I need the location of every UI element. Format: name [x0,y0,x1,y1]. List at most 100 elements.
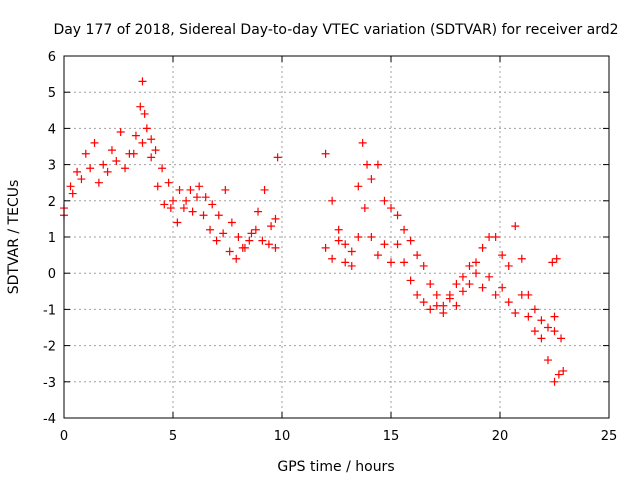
data-point [107,146,116,155]
data-point [234,233,243,241]
y-tick-label: -1 [43,303,56,318]
data-point [426,305,435,314]
data-point [264,240,273,249]
data-point [358,138,367,147]
data-point [219,229,228,238]
x-tick-label: 15 [383,429,400,444]
data-point [212,236,221,245]
y-tick-label: 2 [48,195,56,210]
data-point [354,182,363,191]
data-point [182,196,191,205]
x-tick-label: 5 [169,429,177,444]
data-point [77,175,86,184]
data-point [537,334,546,343]
data-point [524,312,533,321]
data-point [504,298,513,307]
data-point [142,124,151,133]
data-point [131,131,140,140]
data-point [121,164,130,173]
data-point [245,236,254,245]
data-point [472,269,481,278]
data-point [164,178,173,187]
data-point [116,128,125,137]
data-point [393,211,402,220]
data-point [273,153,282,162]
data-point [491,290,500,299]
data-point [367,175,376,184]
y-tick-label: -2 [43,340,56,355]
y-tick-label: 0 [48,267,56,282]
x-tick-label: 0 [60,429,68,444]
x-axis-label: GPS time / hours [277,459,394,475]
tick-labels: 0 5 10 15 20 25 -4 -3 -2 -1 0 1 2 3 4 5 6 [43,50,617,444]
data-point [517,254,526,263]
data-point [140,109,149,118]
data-point [179,204,188,213]
data-point [251,225,260,234]
data-point [360,204,369,213]
data-point [530,327,539,336]
data-point [328,254,337,263]
data-point [550,327,559,336]
grid [64,56,609,418]
series-ard2 [60,77,568,386]
chart-title: Day 177 of 2018, Sidereal Day-to-day VTE… [53,22,618,38]
data-point [199,211,208,220]
data-point [169,196,177,205]
data-point [258,236,267,245]
data-point [387,204,395,213]
data-point [373,251,382,260]
data-point [552,254,561,263]
data-point [354,233,363,241]
data-point [232,254,241,263]
data-point [214,211,223,220]
data-point [491,233,500,241]
data-point [86,164,95,173]
data-point [341,258,350,267]
data-point [458,272,467,281]
data-point [465,280,474,289]
data-point [201,193,210,202]
data-point [439,301,448,310]
data-point [550,377,559,386]
data-point [426,280,435,289]
data-point [363,160,372,169]
data-point [472,258,481,267]
data-point [478,243,487,252]
data-point [504,261,513,270]
data-point [103,167,112,176]
data-point [175,185,184,194]
data-point [478,283,487,292]
data-point [530,305,539,314]
data-point [206,225,215,234]
data-point [373,160,382,169]
data-point [543,323,552,332]
data-point [498,283,507,292]
data-point [367,233,376,241]
y-tick-label: 3 [48,159,56,174]
data-point [225,247,234,256]
data-point [90,138,99,147]
data-point [151,146,160,155]
data-point [554,370,563,379]
data-point [517,290,526,299]
data-point [380,196,389,205]
data-point [347,261,356,270]
y-tick-label: 1 [48,231,56,246]
data-point [73,167,82,176]
data-point [485,272,494,281]
data-point [66,182,75,191]
data-point [380,240,389,249]
data-point [192,193,201,202]
data-point [129,149,138,158]
data-point [160,200,169,209]
data-point [188,207,197,216]
data-point [208,200,217,209]
data-point [153,182,162,191]
x-tick-label: 20 [492,429,509,444]
data-point [400,258,409,267]
data-point [537,316,546,325]
data-point [400,225,409,234]
data-point [166,204,175,213]
